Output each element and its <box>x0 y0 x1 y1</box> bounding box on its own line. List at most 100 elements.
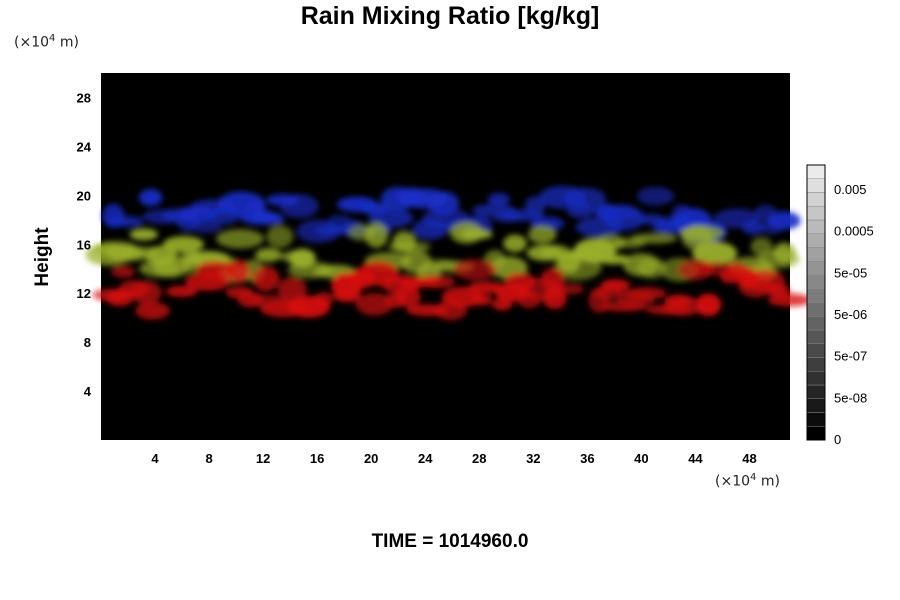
colorbar-segment <box>806 329 826 344</box>
rain-field-blob <box>679 225 724 242</box>
colorbar-segment <box>806 316 826 331</box>
rain-field-blob <box>252 213 285 225</box>
x-tick-label: 20 <box>364 451 378 466</box>
rain-field-blob <box>767 211 801 230</box>
x-tick-label: 12 <box>256 451 270 466</box>
rain-field-blob <box>129 228 158 241</box>
x-tick-labels: 4 8 12 16 20 24 28 32 36 40 44 48 <box>151 451 756 466</box>
colorbar-label: 0 <box>834 432 841 447</box>
colorbar-segment <box>806 426 826 441</box>
y-tick-label: 24 <box>77 139 92 154</box>
rain-field-blob <box>135 302 170 320</box>
rain-field-blob <box>453 259 497 281</box>
rain-field-blob <box>394 287 421 307</box>
colorbar-segment <box>806 206 826 221</box>
rain-field-blob <box>189 221 223 233</box>
rain-field-blob <box>216 229 264 249</box>
rain-field-blob <box>459 229 493 240</box>
rain-field-blob <box>139 189 163 207</box>
rain-field-blob <box>165 285 198 297</box>
rain-field-blob <box>630 233 678 244</box>
rain-field-blob <box>772 242 796 264</box>
rain-field <box>85 185 812 321</box>
rain-field-blob <box>767 293 812 307</box>
rain-field-blob <box>266 225 294 249</box>
x-tick-label: 16 <box>310 451 324 466</box>
y-tick-label: 12 <box>77 286 91 301</box>
rain-field-blob <box>313 292 335 306</box>
rain-field-blob <box>692 241 738 266</box>
colorbar-segment <box>806 371 826 386</box>
x-tick-label: 8 <box>205 451 212 466</box>
y-tick-label: 16 <box>77 237 91 252</box>
rain-field-blob <box>130 281 162 305</box>
rain-field-blob <box>557 283 585 295</box>
rain-field-blob <box>528 225 557 244</box>
colorbar-label: 5e-06 <box>834 307 867 322</box>
colorbar-segment <box>806 343 826 358</box>
colorbar-segment <box>806 302 826 317</box>
colorbar-segment <box>806 274 826 289</box>
colorbar-segment <box>806 261 826 276</box>
y-tick-labels: 4 8 12 16 20 24 28 <box>77 90 92 399</box>
rain-field-blob <box>105 215 144 228</box>
rain-field-blob <box>418 275 455 289</box>
colorbar-segment <box>806 288 826 303</box>
colorbar-label: 5e-07 <box>834 349 867 364</box>
colorbar-segment <box>806 357 826 372</box>
x-tick-label: 48 <box>742 451 756 466</box>
colorbar-label: 0.005 <box>834 182 867 197</box>
rain-field-blob <box>196 260 237 278</box>
rain-field-blob <box>767 283 790 297</box>
x-tick-label: 32 <box>526 451 540 466</box>
rain-field-blob <box>563 187 606 209</box>
colorbar-label: 5e-05 <box>834 265 867 280</box>
rain-field-blob <box>503 234 527 253</box>
rain-field-blob <box>695 293 722 317</box>
colorbar-frame <box>806 164 826 441</box>
rain-field-blob <box>603 205 645 231</box>
chart-title: Rain Mixing Ratio [kg/kg] <box>300 2 600 30</box>
rain-field-blob <box>355 293 394 316</box>
x-axis-unit: (×104 m) <box>715 472 780 490</box>
rain-field-blob <box>600 279 631 292</box>
x-tick-label: 40 <box>634 451 648 466</box>
x-tick-label: 24 <box>418 451 433 466</box>
x-tick-label: 28 <box>472 451 486 466</box>
rain-field-blob <box>387 241 431 253</box>
rain-field-blob <box>252 266 280 292</box>
rain-field-blob <box>595 234 625 252</box>
colorbar-segment <box>806 412 826 427</box>
y-axis-unit: (×104 m) <box>14 33 79 51</box>
y-tick-label: 28 <box>77 90 91 105</box>
rain-field-blob <box>364 222 389 248</box>
rain-field-blob <box>277 276 307 302</box>
colorbar-segment <box>806 219 826 234</box>
rain-field-blob <box>663 296 704 317</box>
colorbar-segment <box>806 384 826 399</box>
colorbar-segment <box>806 233 826 248</box>
colorbar-segment <box>806 192 826 207</box>
rain-field-blob <box>742 220 764 235</box>
rain-field-blob <box>471 294 493 306</box>
colorbar-segment <box>806 398 826 413</box>
colorbar-label: 5e-08 <box>834 390 867 405</box>
rain-field-blob <box>597 254 631 265</box>
colorbar-segment <box>806 164 826 179</box>
rain-field-blob <box>162 236 205 253</box>
x-tick-label: 4 <box>151 451 159 466</box>
rain-field-blob <box>487 192 511 206</box>
rain-field-blob <box>540 267 565 291</box>
y-tick-label: 8 <box>84 335 91 350</box>
rain-field-blob <box>255 247 282 262</box>
rain-field-blob <box>280 194 319 219</box>
colorbar-segment <box>806 178 826 193</box>
rain-field-blob <box>636 257 667 279</box>
rain-field-blob <box>542 287 567 310</box>
y-tick-label: 20 <box>77 188 91 203</box>
time-label: TIME = 1014960.0 <box>371 531 529 552</box>
rain-field-blob <box>637 186 675 206</box>
colorbar-label: 0.0005 <box>834 224 874 239</box>
colorbar-segment <box>806 247 826 262</box>
